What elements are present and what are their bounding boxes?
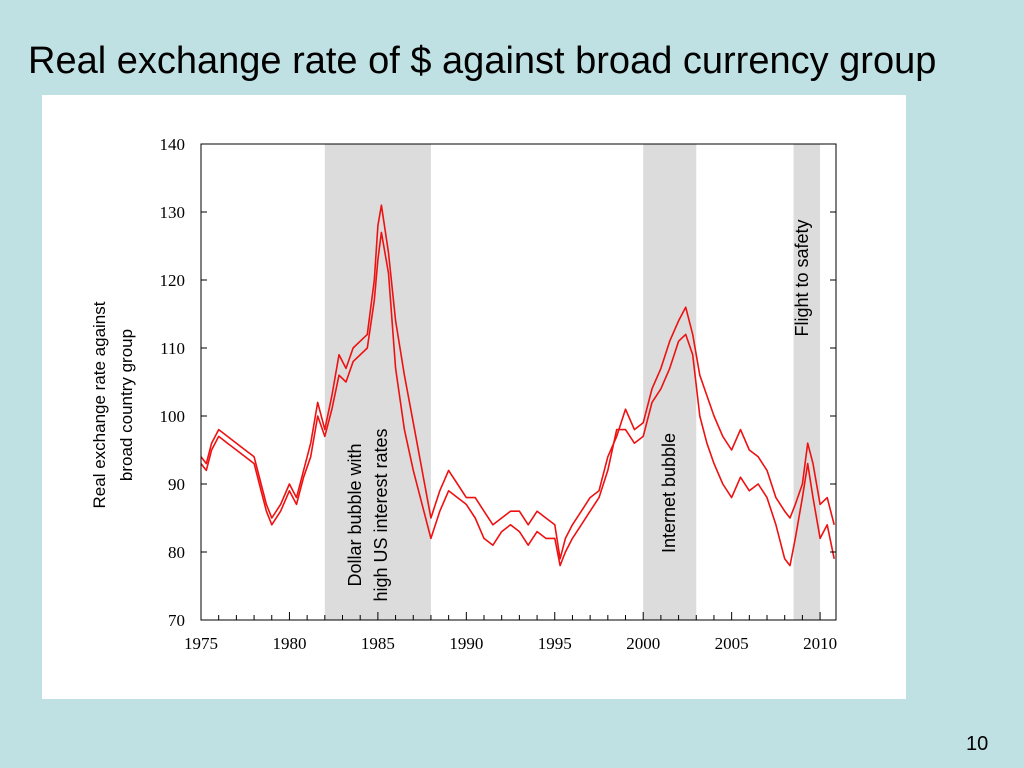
y-axis-label: broad country group [117,329,136,481]
series-line-1 [200,204,835,560]
shaded-period-3 [793,144,821,620]
x-tick-label: 1975 [184,634,218,653]
x-tick-label: 1985 [361,634,395,653]
plot-frame [200,143,837,621]
x-tick-label: 1995 [538,634,572,653]
y-tick-label: 70 [168,611,185,630]
page-number: 10 [966,733,989,755]
y-axis-label: Real exchange rate against [90,301,109,508]
series-line-2 [200,231,835,567]
shaded-period-label-2: Internet bubble [659,433,679,553]
x-tick-label: 2010 [803,634,837,653]
shaded-period-label-1: Dollar bubble with [345,443,365,586]
chart-panel: 70 80 90 100 110 120 130 140 1975 1980 1985 1990 199… [42,95,906,699]
shaded-period-2 [643,144,697,620]
y-tick-label: 120 [160,271,186,290]
x-tick-label: 2005 [715,634,749,653]
y-tick-label: 90 [168,475,185,494]
slide-title: Real exchange rate of $ against broad cu… [28,40,937,82]
y-tick-label: 140 [160,135,186,154]
y-tick-label: 110 [160,339,185,358]
y-tick-label: 80 [168,543,185,562]
y-tick-label: 130 [160,203,186,222]
shaded-period-label-3: Flight to safety [792,219,812,336]
exchange-rate-chart: 70 80 90 100 110 120 130 140 1975 1980 1985 1990 199… [90,135,837,653]
x-tick-label: 1980 [272,634,306,653]
shaded-period-label-1: high US interest rates [371,428,391,601]
y-tick-label: 100 [160,407,186,426]
x-tick-label: 1990 [449,634,483,653]
x-tick-label: 2000 [626,634,660,653]
